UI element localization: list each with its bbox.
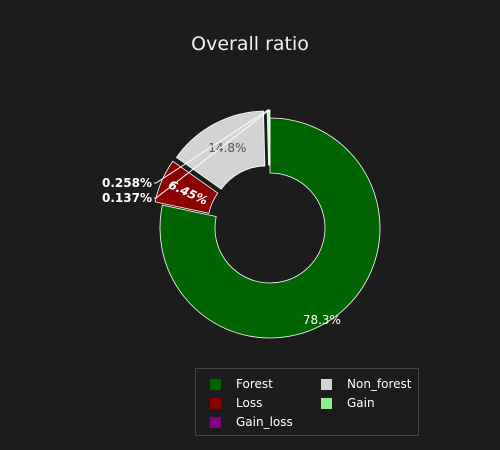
legend-swatch-gain bbox=[321, 398, 332, 409]
slice-label-forest: 78.3% bbox=[303, 313, 341, 327]
slice-label-gain-loss: 0.137% bbox=[102, 191, 152, 205]
legend: Forest Non_forest Loss Gain Gain_loss bbox=[195, 368, 419, 436]
chart-title: Overall ratio bbox=[191, 33, 309, 55]
slice-gain-loss[interactable] bbox=[269, 110, 270, 165]
legend-swatch-forest bbox=[210, 379, 221, 390]
legend-label-gain: Gain bbox=[347, 396, 375, 410]
legend-item-gain-loss[interactable]: Gain_loss bbox=[210, 415, 293, 429]
legend-label-non-forest: Non_forest bbox=[347, 377, 412, 391]
slices-group bbox=[155, 110, 380, 338]
legend-swatch-loss bbox=[210, 398, 221, 409]
legend-item-gain[interactable]: Gain bbox=[321, 396, 375, 410]
legend-label-forest: Forest bbox=[236, 377, 273, 391]
legend-swatch-gain-loss bbox=[210, 417, 221, 428]
legend-label-loss: Loss bbox=[236, 396, 262, 410]
legend-label-gain-loss: Gain_loss bbox=[236, 415, 293, 429]
legend-swatch-non-forest bbox=[321, 379, 332, 390]
legend-item-loss[interactable]: Loss bbox=[210, 396, 262, 410]
slice-label-gain: 0.258% bbox=[102, 176, 152, 190]
legend-item-non-forest[interactable]: Non_forest bbox=[321, 377, 412, 391]
legend-item-forest[interactable]: Forest bbox=[210, 377, 273, 391]
